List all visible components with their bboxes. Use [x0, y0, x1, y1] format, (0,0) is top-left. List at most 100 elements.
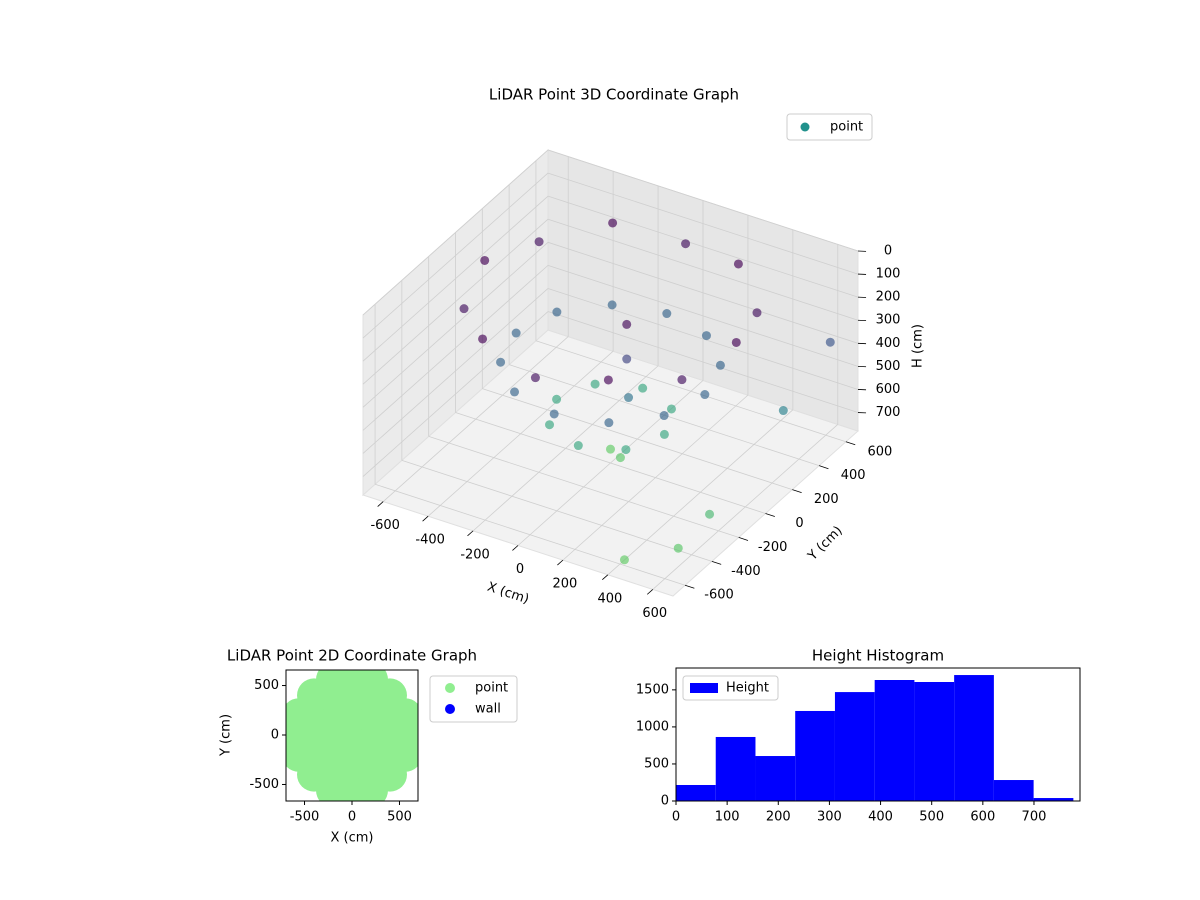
y-tick-label: 400	[841, 468, 866, 483]
point	[701, 331, 711, 341]
grid-line	[547, 265, 859, 367]
point	[659, 429, 669, 439]
bar	[1033, 798, 1074, 801]
grid-line	[362, 149, 549, 316]
x-tick-label: -400	[415, 533, 445, 548]
point	[681, 239, 691, 249]
grid-line	[362, 265, 549, 431]
tick-mark	[557, 559, 564, 566]
x-tick-label: 0	[516, 562, 524, 577]
x-tick-label: 100	[715, 810, 740, 825]
y-tick-label: 500	[644, 756, 669, 771]
bar	[755, 756, 796, 801]
z-tick-label: 200	[876, 290, 901, 305]
plot-area	[286, 670, 418, 801]
bar	[834, 692, 875, 801]
point	[619, 555, 629, 565]
z-tick-label: 0	[884, 244, 892, 259]
legend-patch	[690, 683, 718, 693]
point	[478, 334, 488, 344]
x-tick-label: 400	[868, 810, 893, 825]
point	[353, 773, 388, 801]
grid-line	[547, 218, 859, 321]
chart-title: Height Histogram	[812, 647, 944, 665]
point	[510, 387, 520, 397]
tick-mark	[467, 530, 474, 537]
z-tick-label: 400	[876, 336, 901, 351]
legend-label: wall	[475, 702, 501, 717]
tick-mark	[646, 589, 654, 595]
point	[752, 308, 762, 318]
point	[662, 309, 672, 319]
point	[603, 375, 613, 385]
y-tick-label: -200	[758, 540, 788, 555]
legend-label: point	[475, 681, 508, 696]
grid-line	[362, 195, 549, 362]
x-tick-label: -200	[460, 547, 490, 562]
x-tick-label: 300	[817, 810, 842, 825]
bar	[954, 675, 994, 801]
point	[573, 441, 583, 451]
point	[353, 670, 388, 697]
point	[621, 445, 631, 455]
point	[622, 319, 632, 329]
tick-mark	[512, 545, 519, 551]
point	[705, 509, 715, 519]
y-tick-label: 600	[868, 444, 893, 459]
point	[590, 379, 600, 389]
point	[673, 543, 683, 553]
point	[459, 304, 469, 314]
legend-marker	[445, 683, 455, 693]
tick-mark	[765, 513, 775, 517]
point	[316, 773, 351, 801]
chart-title: LiDAR Point 2D Coordinate Graph	[227, 647, 477, 665]
z-tick-label: 500	[876, 359, 901, 374]
grid-line	[374, 483, 686, 586]
z-tick-label: 300	[876, 313, 901, 328]
x-axis-label: X (cm)	[331, 831, 374, 846]
point	[552, 394, 562, 404]
y-tick-label: 0	[271, 728, 279, 743]
point	[638, 383, 648, 393]
x-tick-label: 0	[672, 810, 680, 825]
grid-line	[455, 412, 766, 514]
bar	[676, 784, 716, 801]
point	[715, 360, 725, 370]
point	[778, 406, 788, 416]
point	[604, 418, 614, 428]
x-tick-label: 500	[919, 810, 944, 825]
point	[624, 393, 634, 403]
tick-mark	[684, 584, 695, 589]
y-tick-label: -400	[731, 564, 761, 579]
tick-mark	[422, 515, 429, 522]
bar	[874, 680, 915, 801]
x-tick-label: -500	[290, 810, 320, 825]
x-tick-label: 0	[348, 810, 356, 825]
y-axis-label: Y (cm)	[219, 714, 234, 757]
y-tick-label: 0	[661, 794, 669, 809]
grid-line	[362, 242, 549, 408]
grid-line	[362, 218, 549, 385]
y-tick-label: 1500	[636, 682, 669, 697]
grid-line	[535, 340, 847, 443]
legend-marker	[800, 122, 810, 132]
z-tick-label: 100	[876, 267, 901, 282]
legend-box	[786, 113, 873, 141]
point	[659, 411, 669, 421]
point	[316, 670, 351, 697]
x-tick-label: 700	[1022, 810, 1047, 825]
legend-label: point	[830, 120, 863, 135]
x-tick-label: 600	[970, 810, 995, 825]
x-tick-label: 500	[387, 810, 412, 825]
point	[731, 337, 741, 347]
grid-line	[547, 195, 859, 298]
grid-line	[362, 172, 549, 339]
point	[530, 373, 540, 383]
legend-box	[682, 675, 779, 701]
point	[733, 259, 743, 269]
legend-label: Height	[726, 681, 769, 696]
bar	[715, 736, 756, 801]
bar	[993, 780, 1034, 801]
y-tick-label: -600	[704, 588, 734, 603]
